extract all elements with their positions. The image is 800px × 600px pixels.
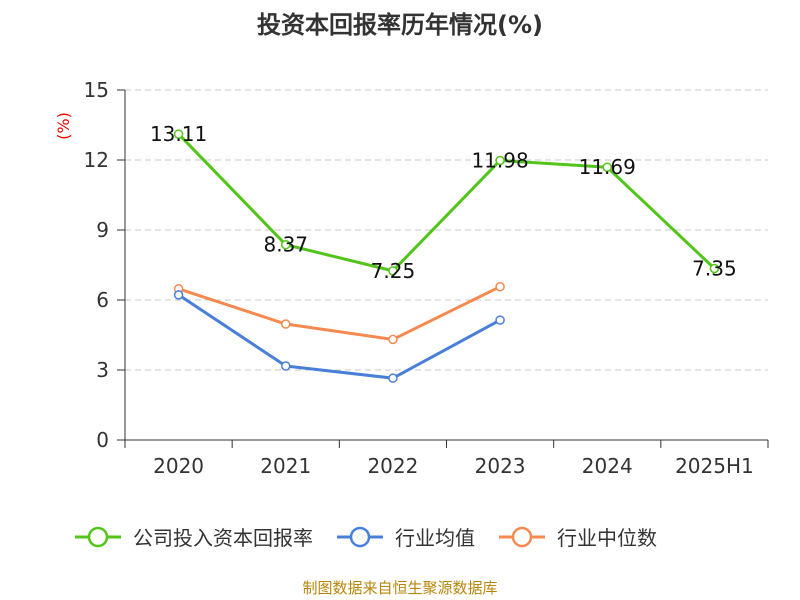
- y-tick-label: 9: [96, 218, 109, 242]
- data-label: 13.11: [150, 122, 207, 146]
- data-point: [495, 155, 505, 166]
- legend-label: 公司投入资本回报率: [133, 526, 313, 550]
- data-point: [173, 129, 184, 139]
- x-tick-label: 2022: [367, 454, 418, 478]
- legend[interactable]: 公司投入资本回报率 行业均值 行业中位数: [75, 526, 657, 550]
- data-label: 7.25: [371, 259, 416, 283]
- y-tick-label: 6: [96, 288, 109, 312]
- legend-item[interactable]: 行业均值: [337, 526, 475, 550]
- y-tick-label: 15: [84, 78, 109, 102]
- x-tick-label: 2025H1: [675, 454, 754, 478]
- data-point: [173, 290, 184, 300]
- data-label: 7.35: [692, 257, 737, 281]
- data-labels: 13.11 8.37 7.25 11.98 11.69 7.35: [150, 122, 737, 283]
- data-point: [388, 373, 398, 383]
- x-tick-label: 2024: [582, 454, 633, 478]
- legend-label: 行业中位数: [557, 526, 657, 550]
- source-note: 制图数据来自恒生聚源数据库: [302, 579, 497, 597]
- data-point: [495, 315, 505, 325]
- legend-label: 行业均值: [395, 526, 475, 550]
- legend-marker: [511, 526, 533, 548]
- x-tick-label: 2021: [260, 454, 311, 478]
- data-point: [388, 266, 398, 276]
- y-axis-label: (%): [54, 112, 73, 140]
- data-point: [709, 263, 720, 274]
- y-tick-label: 3: [96, 358, 109, 382]
- series-line: [177, 293, 501, 380]
- series-line: [178, 285, 501, 341]
- data-label: 8.37: [263, 233, 308, 257]
- y-tick-label: 0: [96, 428, 109, 452]
- x-tick-label: 2020: [153, 454, 204, 478]
- legend-marker: [349, 526, 371, 548]
- data-point: [281, 319, 291, 329]
- data-label: 11.98: [471, 148, 528, 172]
- gridlines: [125, 89, 768, 371]
- chart-title: 投资本回报率历年情况(%): [257, 11, 543, 39]
- data-point: [281, 361, 291, 371]
- data-point: [281, 239, 291, 250]
- y-tick-label: 12: [84, 148, 109, 172]
- data-point: [388, 334, 398, 345]
- x-tick-label: 2023: [475, 454, 526, 478]
- legend-item[interactable]: 行业中位数: [499, 526, 657, 550]
- series-line: [177, 133, 716, 273]
- data-point: [602, 162, 612, 172]
- axes: 0 3 6 9 12 15 2020 2021 2022 2023 2024 2025H1: [84, 78, 769, 478]
- data-point: [495, 281, 505, 292]
- legend-item[interactable]: 公司投入资本回报率: [75, 526, 313, 550]
- data-label: 11.69: [579, 155, 636, 179]
- series-layer: [173, 129, 720, 383]
- legend-marker: [87, 526, 109, 548]
